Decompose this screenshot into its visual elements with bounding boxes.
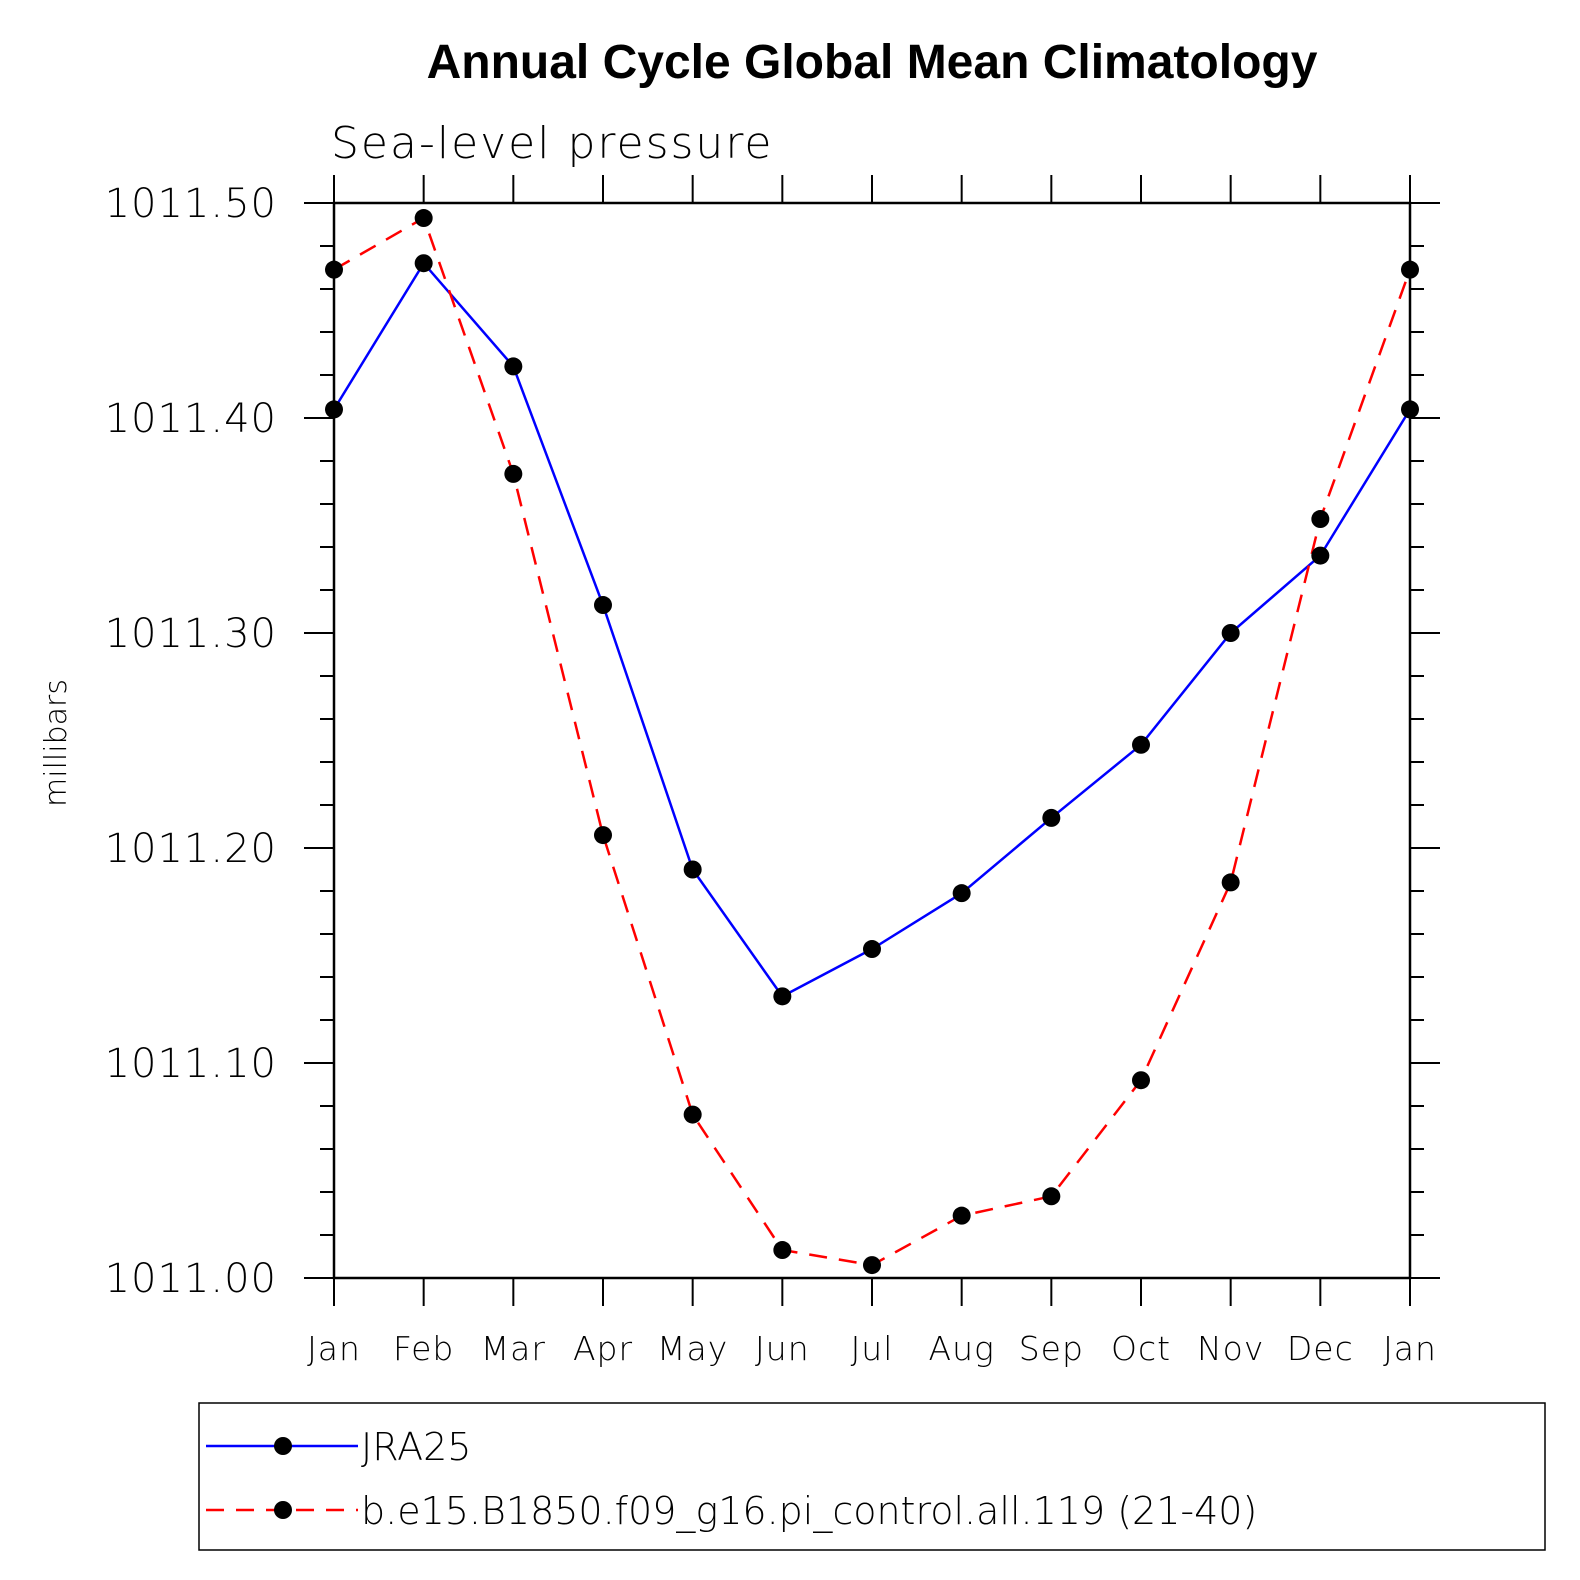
y-tick-label: 1011.20	[105, 826, 277, 872]
data-point-s1-8	[1042, 1187, 1061, 1206]
y-axis-label: millibars	[39, 679, 74, 807]
legend-label-model: b.e15.B1850.f09_g16.pi_control.all.119 (…	[361, 1489, 1257, 1534]
data-point-s0-6	[863, 940, 881, 959]
data-point-s1-1	[414, 209, 433, 228]
legend-box	[198, 1402, 1546, 1551]
x-tick-label: Jun	[755, 1329, 810, 1368]
data-point-s1-2	[504, 464, 523, 483]
legend-marker-jra25	[274, 1437, 292, 1455]
data-point-s1-12	[1401, 260, 1419, 279]
data-point-s0-5	[773, 987, 792, 1006]
legend-marker-model	[274, 1501, 292, 1519]
legend-label-jra25: JRA25	[361, 1425, 471, 1469]
data-point-s0-0	[325, 400, 343, 419]
data-point-s1-6	[863, 1256, 881, 1275]
x-tick-label: Aug	[929, 1329, 995, 1368]
data-point-s0-2	[504, 357, 523, 376]
data-point-s0-10	[1221, 624, 1240, 642]
y-tick-label: 1011.30	[105, 611, 277, 657]
y-tick-label: 1011.50	[105, 181, 277, 227]
data-point-s1-9	[1132, 1071, 1150, 1090]
data-point-s0-12	[1401, 400, 1419, 419]
series-line-1	[333, 216, 1412, 1267]
plot-frame	[332, 201, 1412, 1280]
x-tick-label: May	[657, 1329, 728, 1368]
data-point-s0-4	[683, 860, 702, 879]
axis-ticks	[304, 175, 1440, 1306]
legend: JRA25 b.e15.B1850.f09_g16.pi_control.all…	[198, 1402, 1546, 1551]
x-tick-label: Sep	[1019, 1329, 1084, 1368]
data-point-s1-5	[773, 1241, 792, 1260]
x-tick-label: Feb	[393, 1329, 454, 1368]
x-tick-label: Apr	[573, 1329, 633, 1368]
y-tick-label: 1011.00	[105, 1256, 277, 1302]
data-point-s0-8	[1042, 808, 1061, 827]
y-tick-label: 1011.40	[105, 396, 277, 442]
series-line-0	[332, 261, 1412, 999]
chart-subtitle: Sea-level pressure	[331, 118, 774, 169]
data-point-s0-3	[594, 596, 612, 615]
x-tick-label: Jan	[1383, 1329, 1437, 1368]
x-tick-label: Nov	[1197, 1329, 1264, 1368]
chart-title: Annual Cycle Global Mean Climatology	[427, 36, 1318, 89]
x-tick-label: Dec	[1287, 1329, 1354, 1368]
x-tick-label: Jul	[851, 1329, 894, 1368]
data-point-s0-9	[1132, 735, 1150, 754]
data-point-s1-10	[1221, 873, 1240, 892]
data-point-s1-4	[683, 1105, 702, 1124]
series-layer	[325, 209, 1419, 1275]
data-point-s0-11	[1311, 546, 1330, 565]
data-point-s0-1	[414, 254, 433, 273]
x-tick-label: Jan	[307, 1329, 361, 1368]
data-point-s1-0	[325, 260, 343, 279]
y-tick-labels: 1011.00 1011.10 1011.20 1011.30 1011.40 1011.…	[105, 181, 277, 1302]
x-tick-label: Mar	[481, 1329, 546, 1368]
x-tick-label: Oct	[1111, 1329, 1171, 1368]
data-point-s1-7	[952, 1206, 971, 1225]
data-point-s1-11	[1311, 510, 1330, 529]
data-point-s1-3	[594, 826, 612, 845]
x-tick-labels: Jan Feb Mar Apr May Jun Jul Aug Sep Oct Nov Dec Jan	[307, 1329, 1437, 1368]
y-tick-label: 1011.10	[105, 1041, 277, 1087]
data-point-s0-7	[952, 884, 971, 903]
